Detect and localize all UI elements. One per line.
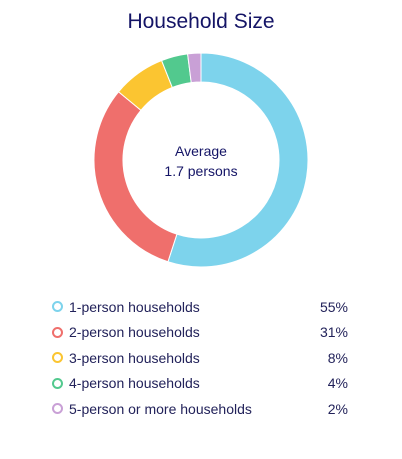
legend-label: 4-person households [69, 375, 200, 392]
legend-label: 2-person households [69, 324, 200, 341]
donut-slice-5 [187, 52, 202, 84]
legend-label: 3-person households [69, 349, 200, 366]
legend-value: 8% [327, 349, 348, 366]
chart-title: Household Size [127, 10, 275, 33]
legend-marker-icon [52, 377, 63, 389]
legend-item-4-person: 4-person households 4% [52, 371, 348, 397]
legend-marker-icon [52, 403, 63, 415]
donut-chart [93, 52, 309, 268]
center-label: Average 1.7 persons [126, 141, 276, 181]
legend-value: 4% [327, 375, 348, 392]
legend-marker-icon [52, 301, 63, 313]
legend-marker-icon [52, 326, 63, 338]
legend-item-5-or-more-person: 5-person or more households 2% [52, 396, 348, 422]
legend-label: 5-person or more households [69, 400, 252, 417]
center-label-line2: 1.7 persons [164, 163, 238, 179]
legend-value: 2% [327, 400, 348, 417]
donut-slice-1 [167, 52, 309, 268]
legend-value: 55% [319, 298, 348, 315]
legend-item-3-person: 3-person households 8% [52, 345, 348, 371]
legend-marker-icon [52, 352, 63, 364]
legend-item-2-person: 2-person households 31% [52, 320, 348, 346]
legend-value: 31% [319, 324, 348, 341]
legend-item-1-person: 1-person households 55% [52, 294, 348, 320]
legend: 1-person households 55% 2-person househo… [52, 294, 348, 422]
center-label-line1: Average [175, 143, 227, 159]
legend-label: 1-person households [69, 298, 200, 315]
